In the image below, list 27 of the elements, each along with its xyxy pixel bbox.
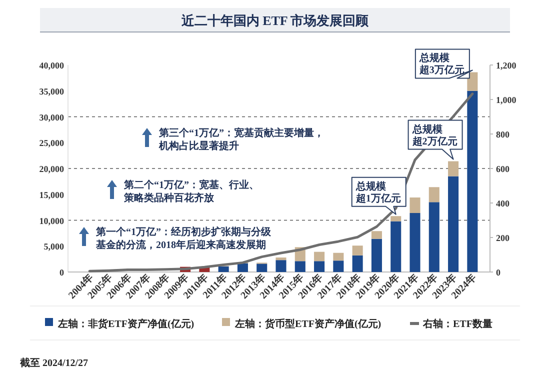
annotation: 第二个“1万亿”：宽基、行业、策略类品种百花齐放 xyxy=(123,179,259,204)
y2-tick-label: 1,200 xyxy=(496,60,517,70)
legend-label: 左轴：非货ETF资产净值(亿元) xyxy=(57,318,194,330)
y2-tick-label: 200 xyxy=(496,233,510,243)
annotation: 总规模超2万亿元 xyxy=(411,123,458,148)
y2-tick-label: 400 xyxy=(496,198,510,208)
y-tick-label: 35,000 xyxy=(39,86,64,96)
annotation: 第三个“1万亿”：宽基贡献主要增量，机构占比显著提升 xyxy=(158,127,324,152)
legend-label: 右轴：ETF数量 xyxy=(422,318,492,330)
y-tick-label: 0 xyxy=(60,268,64,278)
y-tick-label: 25,000 xyxy=(39,138,64,148)
text: 截至 2024/12/27 xyxy=(19,357,88,369)
chart-title: 近二十年国内 ETF 市场发展回顾 xyxy=(180,13,370,28)
y2-tick-label: 1,000 xyxy=(496,95,517,105)
annotation: 总规模超1万亿元 xyxy=(354,180,401,204)
y2-tick-label: 0 xyxy=(496,268,501,278)
y-tick-label: 15,000 xyxy=(39,190,64,200)
annotation: 总规模超3万亿元 xyxy=(418,52,464,76)
legend-label: 左轴：货币型ETF资产净值(亿元) xyxy=(234,318,382,330)
y-tick-label: 10,000 xyxy=(39,216,64,226)
y-tick-label: 30,000 xyxy=(39,112,64,122)
y2-tick-label: 800 xyxy=(496,130,510,140)
y-tick-label: 5,000 xyxy=(44,242,64,252)
y-tick-label: 20,000 xyxy=(39,164,64,174)
annotation: 第一个“1万亿”：经历初步扩张期与分级基金的分流，2018年后迎来高速发展期 xyxy=(95,226,272,251)
y-tick-label: 40,000 xyxy=(39,60,64,70)
y2-tick-label: 600 xyxy=(496,164,510,174)
